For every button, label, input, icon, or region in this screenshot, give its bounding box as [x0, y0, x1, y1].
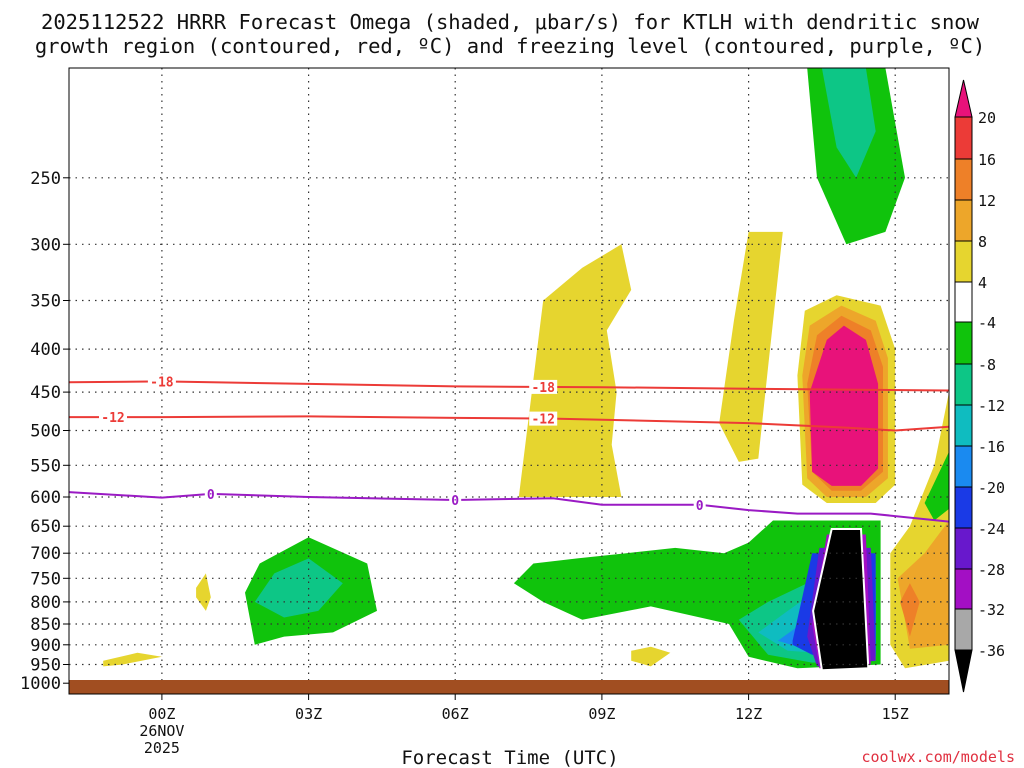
omega-region--36	[812, 528, 870, 672]
colorbar-label--24: -24	[978, 520, 1005, 538]
colorbar-segment	[954, 321, 973, 365]
omega-region--8	[924, 451, 949, 521]
dgz-top-label: -18	[531, 381, 555, 396]
y-tick-label-700: 700	[30, 544, 61, 564]
freezing-level-label: 0	[696, 499, 704, 514]
dgz-bottom-contour	[69, 415, 949, 432]
colorbar-label--4: -4	[978, 314, 996, 332]
y-tick-label-600: 600	[30, 488, 61, 508]
y-tick-label-850: 850	[30, 615, 61, 635]
x-tick-label-00Z: 00Z	[148, 705, 175, 723]
dgz-top-label-bg	[529, 379, 558, 394]
colorbar-label--28: -28	[978, 561, 1005, 579]
colorbar-segment	[954, 281, 973, 323]
freezing-level-contour	[69, 491, 949, 523]
y-tick-label-950: 950	[30, 656, 61, 676]
colorbar-segment	[954, 445, 973, 488]
colorbar-label--8: -8	[978, 356, 996, 374]
colorbar-segment	[954, 608, 973, 651]
y-tick-label-400: 400	[30, 340, 61, 360]
freezing-level-label: 0	[207, 488, 215, 503]
dgz-top-label-bg	[147, 374, 176, 389]
colorbar-segment	[954, 404, 973, 447]
colorbar-cap-bottom	[954, 649, 973, 693]
y-tick-label-500: 500	[30, 422, 61, 442]
colorbar-segment	[954, 240, 973, 283]
colorbar-label--32: -32	[978, 601, 1005, 619]
watermark: coolwx.com/models	[861, 748, 1015, 766]
x-tick-label-15Z: 15Z	[882, 705, 909, 723]
colorbar-segment	[954, 527, 973, 570]
ground-bar	[69, 680, 949, 694]
freezing-level-label: 0	[451, 494, 459, 509]
colorbar-label--16: -16	[978, 438, 1005, 456]
freezing-level-label-bg	[204, 486, 217, 501]
omega-region-20	[809, 325, 879, 486]
omega-region--12	[254, 558, 343, 618]
colorbar-label-8: 8	[978, 233, 987, 251]
freezing-level-label-bg	[693, 497, 706, 512]
colorbar-label-4: 4	[978, 274, 987, 292]
dgz-bottom-label-bg	[99, 410, 127, 425]
omega-shaded-regions	[103, 68, 949, 672]
colorbar-label--12: -12	[978, 397, 1005, 415]
x-tick-year: 2025	[144, 739, 180, 757]
y-tick-label-350: 350	[30, 292, 61, 312]
chart-title-line2: growth region (contoured, red, ºC) and f…	[35, 34, 985, 58]
colorbar-label--36: -36	[978, 642, 1005, 660]
omega-region-4	[103, 652, 162, 667]
colorbar-label-12: 12	[978, 192, 996, 210]
colorbar-label-16: 16	[978, 151, 996, 169]
omega-region--12	[821, 68, 876, 178]
y-tick-label-900: 900	[30, 636, 61, 656]
freezing-level-label-bg	[449, 493, 462, 507]
y-tick-label-650: 650	[30, 517, 61, 537]
chart-title-line1: 2025112522 HRRR Forecast Omega (shaded, …	[41, 10, 980, 34]
colorbar: 20 16 12 8 4 -4 -8 -12 -16 -20 -24 -28 -32 -36	[954, 79, 1005, 693]
y-tick-label-750: 750	[30, 569, 61, 589]
y-tick-label-550: 550	[30, 456, 61, 476]
colorbar-segment	[954, 568, 973, 610]
y-tick-label-250: 250	[30, 169, 61, 189]
omega-region-4	[518, 244, 632, 497]
x-tick-date: 26NOV	[139, 722, 184, 740]
contour-lines: -18 -18 -12 -12 0 0 0	[69, 374, 949, 523]
y-tick-label-1000: 1000	[20, 674, 61, 694]
omega-region-4	[631, 646, 671, 667]
colorbar-segment	[954, 199, 973, 242]
plot-frame	[68, 67, 950, 695]
x-tick-label-09Z: 09Z	[588, 705, 615, 723]
y-axis: 2503003504004505005506006507007508008509…	[20, 169, 69, 694]
x-tick-label-03Z: 03Z	[295, 705, 322, 723]
y-tick-label-300: 300	[30, 235, 61, 255]
ground-layer	[69, 680, 949, 694]
dgz-bottom-label-bg	[529, 411, 558, 426]
y-tick-label-800: 800	[30, 593, 61, 613]
x-tick-label-06Z: 06Z	[442, 705, 469, 723]
y-tick-label-450: 450	[30, 383, 61, 403]
omega-region-4	[719, 231, 783, 462]
x-axis-label: Forecast Time (UTC)	[401, 747, 618, 768]
dgz-bottom-label: -12	[531, 413, 554, 428]
colorbar-segment	[954, 363, 973, 406]
colorbar-label--20: -20	[978, 479, 1005, 497]
colorbar-segment	[954, 116, 973, 160]
x-tick-label-12Z: 12Z	[735, 705, 762, 723]
omega-region-12	[900, 583, 920, 637]
colorbar-segment	[954, 486, 973, 529]
dgz-top-label: -18	[150, 375, 174, 390]
colorbar-label-20: 20	[978, 109, 996, 127]
dgz-bottom-label: -12	[101, 411, 124, 426]
colorbar-segment	[954, 158, 973, 201]
